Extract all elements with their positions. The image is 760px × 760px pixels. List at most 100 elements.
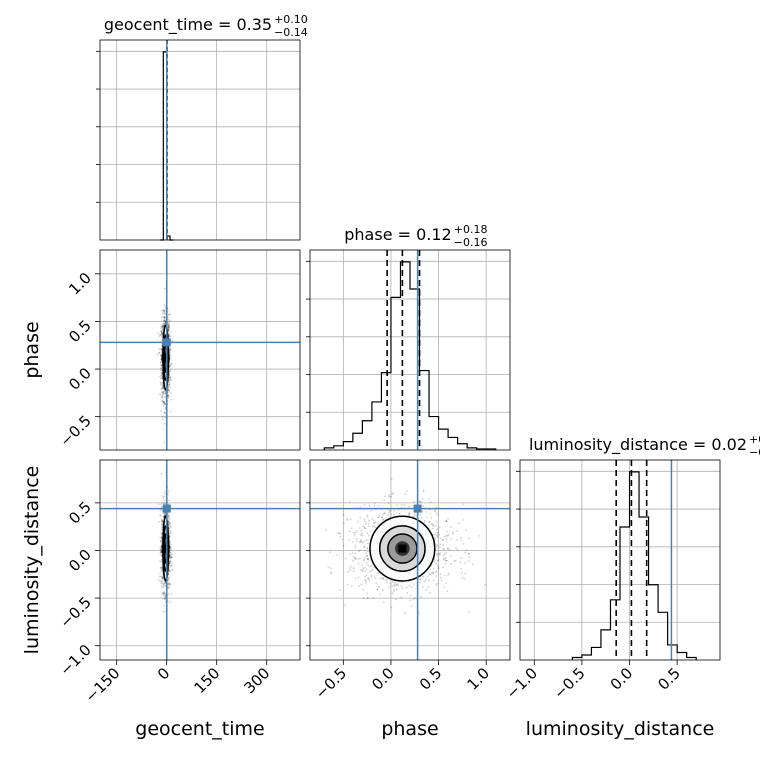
scatter-point	[169, 364, 172, 367]
scatter-point	[393, 590, 395, 593]
tick-label-y: −0.5	[56, 593, 94, 631]
scatter-point	[449, 554, 452, 557]
scatter-point	[161, 391, 163, 394]
scatter-point	[435, 562, 438, 565]
scatter-point	[160, 372, 163, 374]
scatter-point	[368, 519, 370, 522]
scatter-point	[167, 328, 170, 331]
scatter-point	[421, 510, 424, 513]
scatter-point	[163, 319, 165, 321]
scatter-point	[163, 604, 166, 607]
scatter-point	[162, 401, 165, 404]
scatter-point	[377, 571, 380, 574]
scatter-point	[164, 592, 166, 595]
scatter-point	[164, 402, 167, 405]
panel-frame	[519, 459, 721, 661]
scatter-point	[427, 575, 430, 578]
scatter-point	[366, 514, 369, 517]
scatter-point	[161, 316, 163, 319]
panel-frame	[309, 459, 511, 661]
scatter-point	[163, 310, 166, 313]
scatter-point	[438, 567, 441, 570]
scatter-point	[160, 522, 163, 525]
scatter-point	[160, 503, 163, 506]
scatter-point	[373, 521, 375, 524]
scatter-point	[419, 514, 422, 516]
scatter-point	[428, 498, 431, 500]
scatter-point	[159, 354, 162, 357]
scatter-point	[160, 347, 162, 350]
scatter-point	[352, 567, 355, 569]
scatter-point	[168, 533, 171, 535]
scatter-point	[386, 578, 388, 581]
scatter-point	[413, 515, 416, 518]
scatter-point	[168, 569, 170, 572]
scatter-point	[353, 557, 356, 560]
scatter-point	[164, 309, 167, 311]
scatter-point	[162, 391, 165, 393]
scatter-point	[366, 547, 369, 550]
scatter-point	[157, 332, 160, 335]
scatter-point	[164, 501, 167, 504]
scatter-point	[384, 579, 387, 582]
scatter-point	[169, 522, 172, 525]
scatter-point	[350, 565, 352, 568]
tick-label-x: 0.0	[607, 664, 637, 694]
density-peak	[161, 544, 170, 553]
scatter-point	[428, 579, 430, 582]
scatter-point	[168, 335, 171, 337]
scatter-point	[162, 393, 164, 396]
scatter-point	[162, 405, 165, 408]
scatter-point	[391, 580, 394, 583]
scatter-point	[160, 369, 162, 372]
scatter-point	[349, 569, 352, 572]
scatter-point	[373, 575, 376, 578]
scatter-point	[354, 552, 356, 555]
scatter-point	[389, 510, 392, 513]
scatter-point	[423, 520, 426, 522]
scatter-point	[160, 568, 163, 571]
scatter-point	[167, 325, 170, 327]
scatter-point	[161, 387, 164, 390]
scatter-point	[163, 316, 166, 319]
scatter-point	[160, 580, 163, 583]
scatter-point	[168, 326, 171, 329]
scatter-point	[360, 529, 363, 532]
scatter-point	[377, 586, 380, 588]
scatter-point	[169, 378, 172, 381]
scatter-point	[168, 527, 171, 530]
scatter-point	[468, 556, 471, 559]
scatter-point	[167, 325, 170, 328]
scatter-point	[436, 513, 439, 516]
scatter-point	[160, 395, 163, 398]
scatter-point	[484, 583, 486, 586]
scatter-point	[348, 539, 351, 541]
scatter-point	[337, 531, 340, 534]
scatter-point	[163, 594, 166, 597]
scatter-point	[450, 538, 453, 540]
scatter-point	[391, 493, 394, 496]
scatter-point	[339, 535, 342, 538]
scatter-point	[419, 501, 422, 503]
title-minus-luminosity_distance: −0.16	[749, 446, 760, 459]
scatter-point	[464, 572, 467, 575]
scatter-point	[436, 565, 439, 567]
scatter-point	[429, 512, 432, 515]
scatter-point	[418, 500, 421, 503]
scatter-point	[163, 316, 166, 319]
scatter-point	[390, 606, 393, 609]
scatter-point	[439, 576, 442, 579]
scatter-point	[163, 441, 166, 444]
tick-label-y: 0.5	[65, 317, 95, 347]
scatter-point	[462, 542, 465, 545]
scatter-point	[373, 505, 376, 507]
scatter-point	[367, 564, 369, 566]
scatter-point	[168, 378, 171, 381]
scatter-point	[162, 516, 165, 518]
scatter-point	[171, 339, 174, 342]
scatter-point	[161, 524, 164, 527]
scatter-point	[163, 591, 165, 594]
scatter-point	[392, 588, 395, 591]
scatter-point	[167, 325, 170, 328]
scatter-point	[168, 592, 171, 595]
